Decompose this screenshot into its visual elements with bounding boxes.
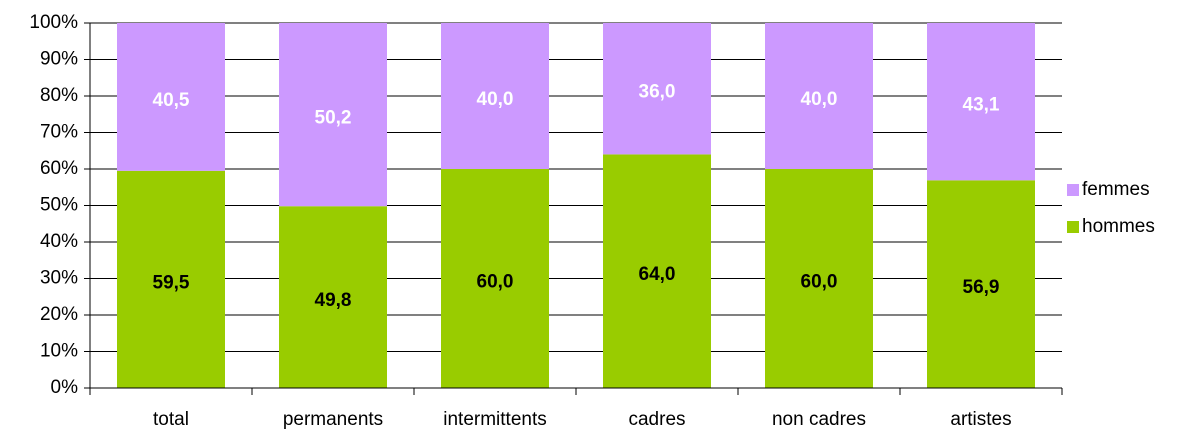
bar-segment xyxy=(927,23,1035,181)
x-tick-label: non cadres xyxy=(772,409,866,430)
y-tick-label: 100% xyxy=(29,12,78,33)
y-tick-label: 20% xyxy=(40,304,78,325)
x-tick-label: cadres xyxy=(628,409,685,430)
bar-segment xyxy=(603,154,711,388)
y-tick-label: 70% xyxy=(40,122,78,143)
x-tick-label: artistes xyxy=(950,409,1011,430)
y-tick-label: 40% xyxy=(40,231,78,252)
data-label: 60,0 xyxy=(477,272,514,293)
legend-label: femmes xyxy=(1082,179,1150,200)
y-tick-label: 10% xyxy=(40,341,78,362)
bar-segment xyxy=(279,23,387,207)
y-tick-label: 0% xyxy=(51,377,79,398)
data-label: 40,0 xyxy=(801,89,838,110)
y-tick-label: 90% xyxy=(40,49,78,70)
y-tick-label: 50% xyxy=(40,195,78,216)
data-label: 50,2 xyxy=(315,108,352,129)
bar-segment xyxy=(765,169,873,388)
data-label: 59,5 xyxy=(153,272,190,293)
bar-segment xyxy=(279,206,387,388)
data-label: 49,8 xyxy=(315,290,352,311)
legend-label: hommes xyxy=(1082,216,1155,237)
y-tick-label: 30% xyxy=(40,268,78,289)
bar-segment xyxy=(765,23,873,169)
bar-segment xyxy=(117,23,225,171)
y-tick-label: 60% xyxy=(40,158,78,179)
data-label: 60,0 xyxy=(801,272,838,293)
data-label: 40,0 xyxy=(477,89,514,110)
bar-segment xyxy=(927,180,1035,388)
data-label: 56,9 xyxy=(963,277,1000,298)
bar-segment xyxy=(603,23,711,155)
y-tick-label: 80% xyxy=(40,85,78,106)
data-label: 43,1 xyxy=(963,95,1000,116)
legend-swatch xyxy=(1067,221,1079,233)
x-tick-label: intermittents xyxy=(443,409,546,430)
data-label: 64,0 xyxy=(639,264,676,285)
bar-segment xyxy=(117,170,225,388)
legend-swatch xyxy=(1067,184,1079,196)
x-tick-label: total xyxy=(153,409,189,430)
x-tick-label: permanents xyxy=(283,409,383,430)
bar-segment xyxy=(441,169,549,388)
data-label: 40,5 xyxy=(153,90,190,111)
bar-segment xyxy=(441,23,549,169)
data-label: 36,0 xyxy=(639,82,676,103)
